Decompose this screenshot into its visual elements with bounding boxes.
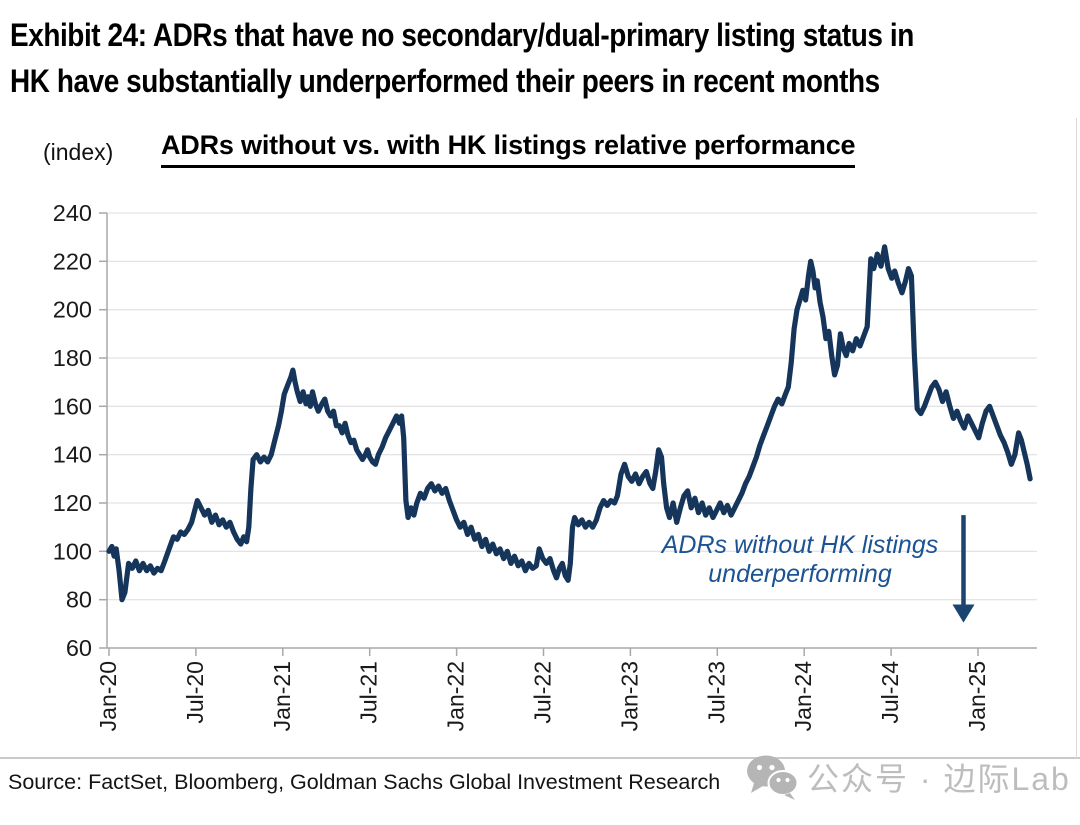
svg-text:Jul-24: Jul-24 <box>877 661 903 724</box>
svg-text:60: 60 <box>66 635 92 661</box>
source-note: Source: FactSet, Bloomberg, Goldman Sach… <box>8 770 721 794</box>
page-edge-line <box>1076 118 1077 758</box>
svg-text:220: 220 <box>53 248 92 274</box>
watermark-text: 公众号 · 边际Lab <box>807 761 1071 797</box>
wechat-icon <box>747 755 799 800</box>
y-axis-units-label: (index) <box>43 139 114 165</box>
svg-text:Jul-22: Jul-22 <box>530 661 556 724</box>
x-axis-ticks: Jan-20 Jul-20 Jan-21 Jul-21 Jan-22 Jul-22 Jan-… <box>95 648 990 731</box>
footer-divider <box>0 757 1080 759</box>
svg-text:140: 140 <box>53 442 92 468</box>
axes <box>106 213 1037 649</box>
svg-text:Jan-25: Jan-25 <box>964 661 990 731</box>
svg-text:100: 100 <box>53 538 92 564</box>
svg-text:Jul-21: Jul-21 <box>356 661 382 724</box>
series-line <box>106 244 1033 603</box>
svg-text:160: 160 <box>53 393 92 419</box>
svg-text:240: 240 <box>53 200 92 226</box>
svg-text:Jan-21: Jan-21 <box>269 661 295 731</box>
chart-annotation-line2: underperforming <box>708 560 892 588</box>
svg-text:120: 120 <box>53 490 92 516</box>
y-axis-ticks: 60 80 100 120 140 160 180 200 220 240 <box>53 200 107 661</box>
svg-text:180: 180 <box>53 345 92 371</box>
svg-text:Jan-22: Jan-22 <box>443 661 469 731</box>
exhibit-title-line2: HK have substantially underperformed the… <box>10 63 880 99</box>
exhibit-title-line1: Exhibit 24: ADRs that have no secondary/… <box>10 17 914 53</box>
exhibit-title: Exhibit 24: ADRs that have no secondary/… <box>10 12 1080 104</box>
svg-text:80: 80 <box>66 587 92 613</box>
svg-text:200: 200 <box>53 297 92 323</box>
svg-text:Jul-20: Jul-20 <box>182 661 208 724</box>
chart-title: ADRs without vs. with HK listings relati… <box>161 130 856 168</box>
svg-text:Jan-20: Jan-20 <box>95 661 121 731</box>
watermark: 公众号 · 边际Lab <box>745 753 1071 801</box>
chart-annotation-line1: ADRs without HK listings <box>661 531 939 559</box>
chart-annotation: ADRs without HK listings underperforming <box>645 531 955 589</box>
down-arrow <box>952 515 975 623</box>
svg-text:Jul-23: Jul-23 <box>703 661 729 724</box>
svg-text:Jan-24: Jan-24 <box>790 661 816 732</box>
svg-text:Jan-23: Jan-23 <box>616 661 642 731</box>
